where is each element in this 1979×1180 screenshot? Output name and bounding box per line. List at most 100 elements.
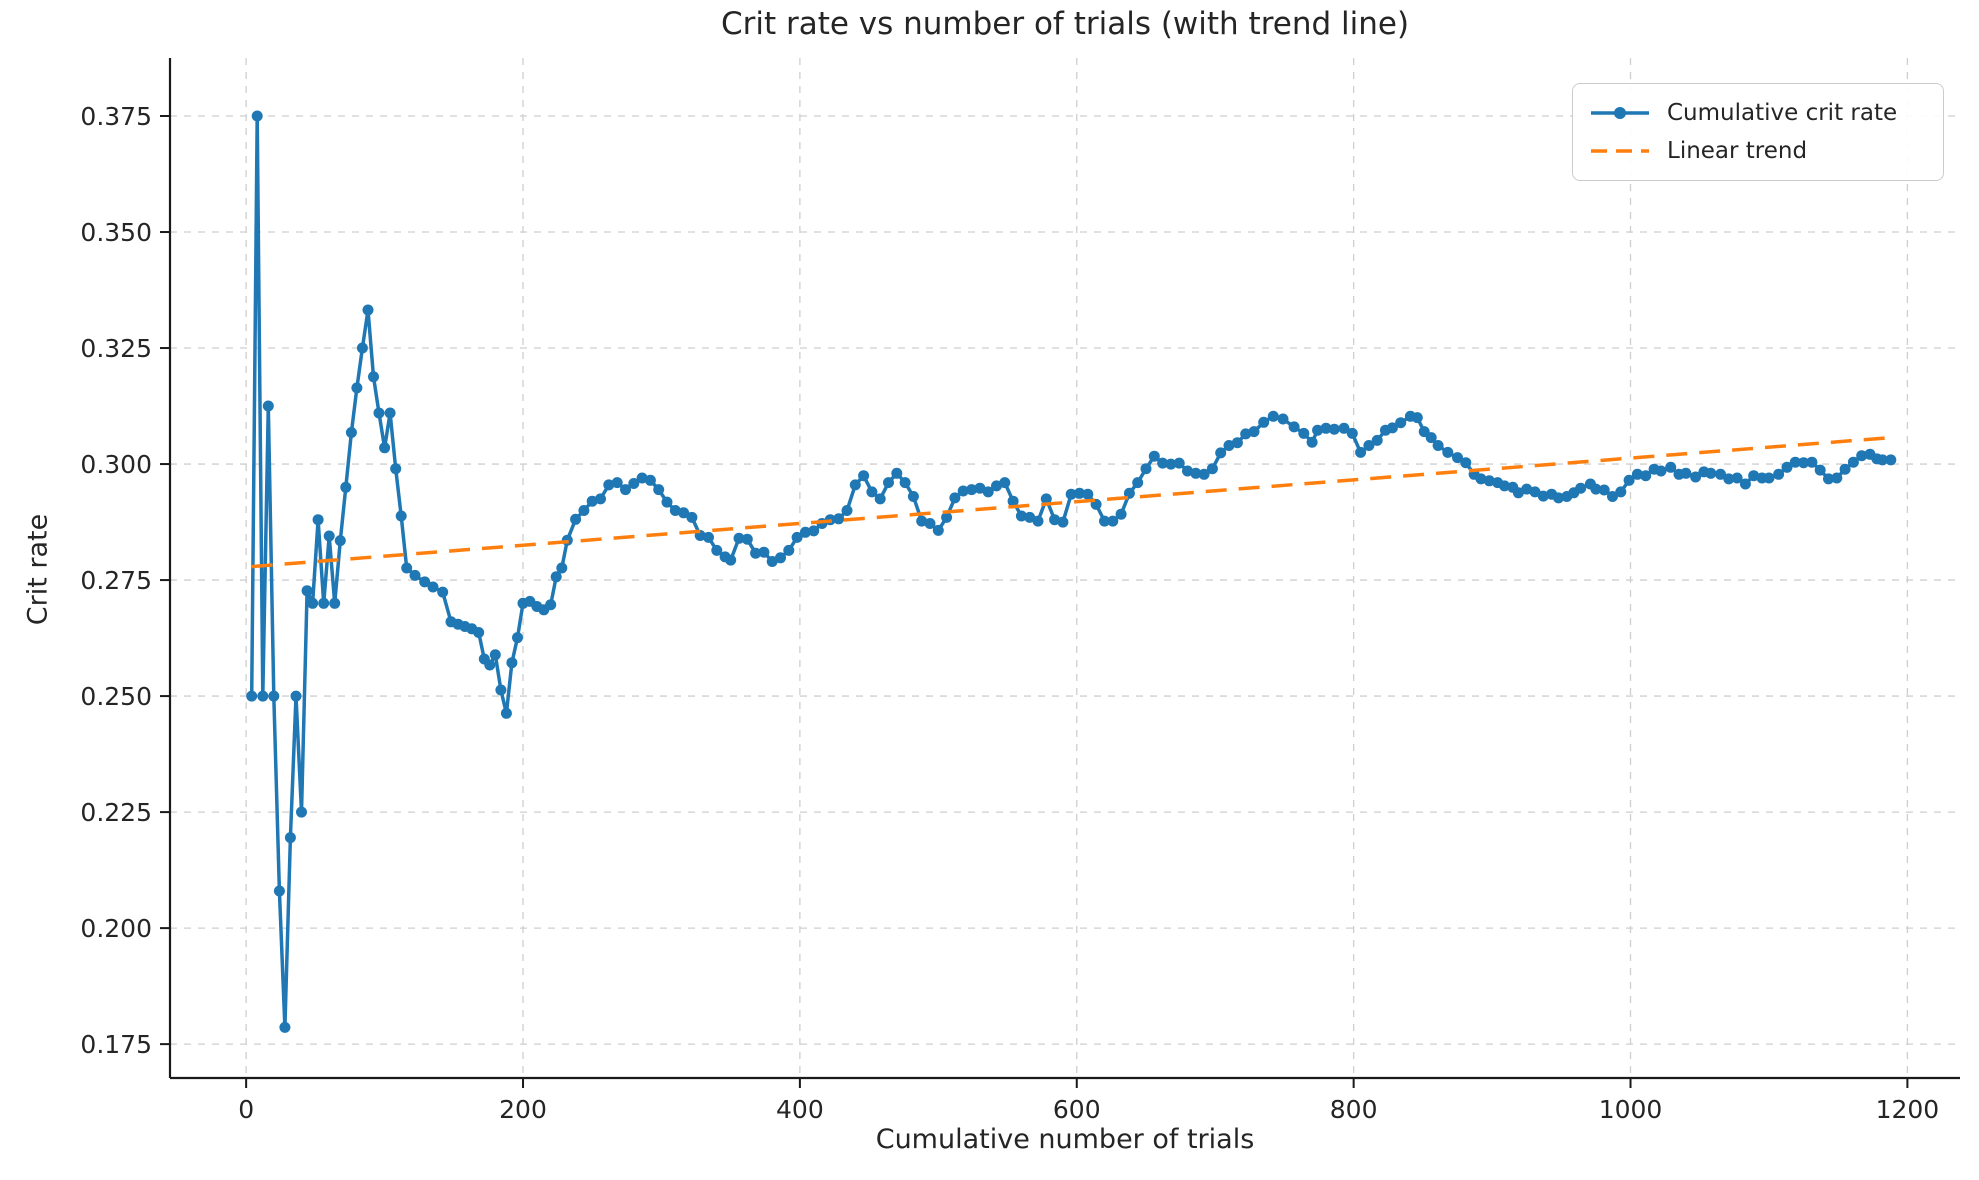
- y-tick-label: 0.325: [80, 334, 152, 363]
- data-point-marker: [296, 806, 307, 818]
- data-point-marker: [1057, 516, 1069, 528]
- data-point-marker: [957, 485, 969, 497]
- x-tick-label: 1000: [1599, 1095, 1663, 1124]
- data-point-marker: [1781, 461, 1793, 473]
- data-point-marker: [1615, 486, 1627, 498]
- data-point-marker: [858, 470, 870, 482]
- data-point-marker: [966, 484, 978, 496]
- data-point-marker: [1856, 450, 1868, 462]
- data-point-marker: [273, 885, 285, 897]
- x-tick-label: 0: [238, 1095, 254, 1124]
- data-point-marker: [783, 544, 795, 556]
- data-point-marker: [268, 690, 280, 702]
- data-point-marker: [1258, 416, 1270, 428]
- data-point-marker: [1739, 478, 1751, 490]
- data-point-marker: [500, 707, 512, 719]
- data-point-marker: [1521, 483, 1533, 495]
- data-point-marker: [1623, 474, 1635, 486]
- x-tick-label: 600: [1053, 1095, 1101, 1124]
- data-point-marker: [1040, 493, 1052, 505]
- y-tick-label: 0.200: [80, 914, 152, 943]
- legend: Cumulative crit rate Linear trend: [1572, 83, 1944, 181]
- data-point-marker: [437, 586, 449, 598]
- data-point-marker: [1789, 456, 1801, 468]
- data-point-marker: [1371, 434, 1383, 446]
- data-point-marker: [290, 690, 302, 702]
- data-point-marker: [401, 562, 413, 574]
- data-point-marker: [899, 477, 911, 489]
- data-point-marker: [799, 526, 811, 538]
- data-point-marker: [362, 304, 374, 316]
- data-point-marker: [1452, 452, 1463, 464]
- data-point-marker: [725, 554, 737, 566]
- data-point-marker: [312, 514, 324, 526]
- data-point-marker: [686, 511, 698, 523]
- data-point-marker: [1386, 422, 1398, 434]
- data-point-marker: [340, 481, 352, 493]
- data-point-marker: [1231, 437, 1243, 449]
- data-point-marker: [246, 690, 258, 702]
- data-point-marker: [373, 407, 385, 419]
- data-point-marker: [874, 493, 886, 505]
- data-point-marker: [284, 832, 296, 844]
- data-point-marker: [1223, 440, 1235, 451]
- data-point-marker: [791, 531, 803, 543]
- y-tick-label: 0.175: [80, 1030, 152, 1059]
- data-point-marker: [758, 546, 770, 558]
- data-point-marker: [883, 477, 894, 489]
- data-point-marker: [1190, 467, 1202, 479]
- data-point-marker: [1007, 495, 1019, 507]
- data-point-marker: [611, 477, 623, 489]
- data-point-marker: [1049, 514, 1061, 526]
- data-point-marker: [775, 552, 786, 564]
- data-point-marker: [750, 547, 762, 559]
- data-point-marker: [1425, 432, 1437, 444]
- data-point-marker: [279, 1021, 291, 1033]
- data-point-marker: [866, 486, 878, 498]
- data-point-marker: [932, 524, 944, 536]
- data-point-marker: [733, 532, 745, 544]
- linear-trend-line: [251, 435, 1891, 569]
- data-point-marker: [329, 597, 341, 609]
- legend-label-cumulative-crit-rate: Cumulative crit rate: [1667, 100, 1898, 126]
- data-point-marker: [1839, 463, 1851, 475]
- data-point-marker: [1748, 470, 1760, 482]
- data-point-marker: [1032, 515, 1044, 527]
- x-tick-label: 200: [499, 1095, 547, 1124]
- data-point-marker: [1148, 450, 1160, 462]
- data-point-marker: [1814, 464, 1826, 476]
- data-point-marker: [1598, 484, 1610, 496]
- data-point-marker: [891, 467, 903, 479]
- data-point-marker: [1320, 422, 1332, 434]
- legend-entry-linear-trend: Linear trend: [1589, 132, 1929, 170]
- data-point-marker: [620, 484, 631, 496]
- data-point-marker: [1512, 487, 1524, 499]
- data-point-marker: [1288, 421, 1300, 433]
- data-point-marker: [1338, 422, 1350, 434]
- data-point-marker: [669, 505, 681, 516]
- chart-title: Crit rate vs number of trials (with tren…: [720, 6, 1410, 42]
- data-point-marker: [1715, 468, 1726, 480]
- data-point-marker: [949, 492, 961, 504]
- data-point-marker: [570, 513, 582, 525]
- data-point-marker: [489, 649, 501, 661]
- data-point-marker: [1024, 511, 1036, 523]
- data-point-marker: [603, 479, 615, 491]
- data-point-marker: [678, 507, 690, 519]
- x-tick-label: 1200: [1876, 1095, 1940, 1124]
- data-point-marker: [384, 407, 396, 419]
- data-point-marker: [1631, 468, 1643, 480]
- data-point-marker: [636, 472, 648, 484]
- data-point-marker: [1240, 428, 1252, 440]
- data-point-marker: [628, 478, 640, 489]
- data-point-marker: [661, 496, 673, 508]
- data-point-marker: [703, 531, 714, 543]
- data-point-marker: [301, 585, 313, 597]
- data-point-marker: [1831, 472, 1843, 484]
- data-point-marker: [1411, 412, 1423, 424]
- data-point-marker: [1198, 468, 1210, 480]
- data-point-marker: [495, 684, 507, 696]
- data-point-marker: [427, 581, 439, 593]
- data-point-marker: [1705, 467, 1717, 479]
